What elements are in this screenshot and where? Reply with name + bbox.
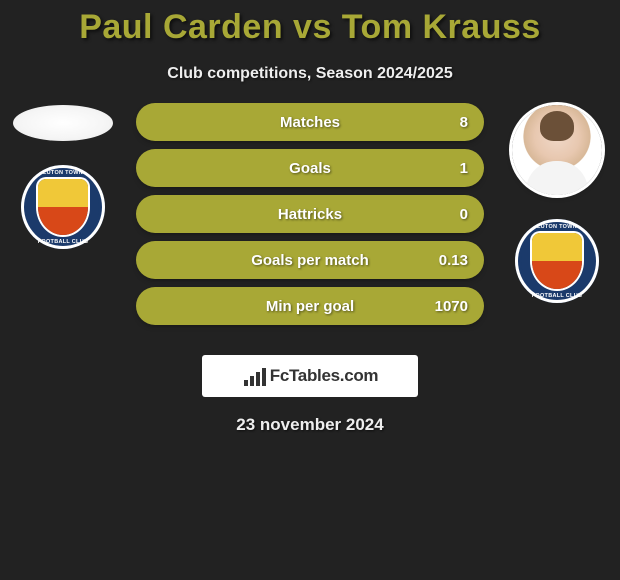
stats-list: Matches 8 Goals 1 Hattricks 0 Goals per …	[138, 105, 482, 335]
badge-text-bottom: FOOTBALL CLUB	[38, 239, 89, 245]
stat-row-min-per-goal: Min per goal 1070	[138, 289, 482, 323]
bar-chart-icon	[242, 366, 266, 386]
page-title: Paul Carden vs Tom Krauss	[0, 0, 620, 47]
player-right-column: LUTON TOWN FOOTBALL CLUB	[502, 105, 612, 303]
stat-value-right: 1070	[435, 298, 468, 315]
stat-label: Min per goal	[266, 298, 354, 315]
club-badge-left: LUTON TOWN FOOTBALL CLUB	[21, 165, 105, 249]
badge-shield-icon	[532, 233, 582, 289]
stat-row-goals-per-match: Goals per match 0.13	[138, 243, 482, 277]
player-left-column: LUTON TOWN FOOTBALL CLUB	[8, 105, 118, 249]
badge-text-bottom: FOOTBALL CLUB	[532, 293, 583, 299]
watermark[interactable]: FcTables.com	[202, 355, 418, 397]
stat-value-right: 0.13	[439, 252, 468, 269]
badge-text-top: LUTON TOWN	[43, 170, 83, 176]
comparison-panel: LUTON TOWN FOOTBALL CLUB Matches 8 Goals…	[0, 105, 620, 345]
date-label: 23 november 2024	[0, 415, 620, 435]
club-badge-right: LUTON TOWN FOOTBALL CLUB	[515, 219, 599, 303]
stat-row-hattricks: Hattricks 0	[138, 197, 482, 231]
badge-shield-icon	[38, 179, 88, 235]
stat-row-goals: Goals 1	[138, 151, 482, 185]
stat-value-right: 0	[460, 206, 468, 223]
watermark-text: FcTables.com	[270, 366, 379, 386]
stat-row-matches: Matches 8	[138, 105, 482, 139]
stat-label: Goals per match	[251, 252, 369, 269]
stat-label: Goals	[289, 160, 331, 177]
player-right-photo	[512, 105, 602, 195]
badge-text-top: LUTON TOWN	[537, 224, 577, 230]
player-left-photo-placeholder	[13, 105, 113, 141]
stat-label: Hattricks	[278, 206, 342, 223]
stat-label: Matches	[280, 114, 340, 131]
subtitle: Club competitions, Season 2024/2025	[0, 65, 620, 83]
stat-value-right: 1	[460, 160, 468, 177]
stat-value-right: 8	[460, 114, 468, 131]
